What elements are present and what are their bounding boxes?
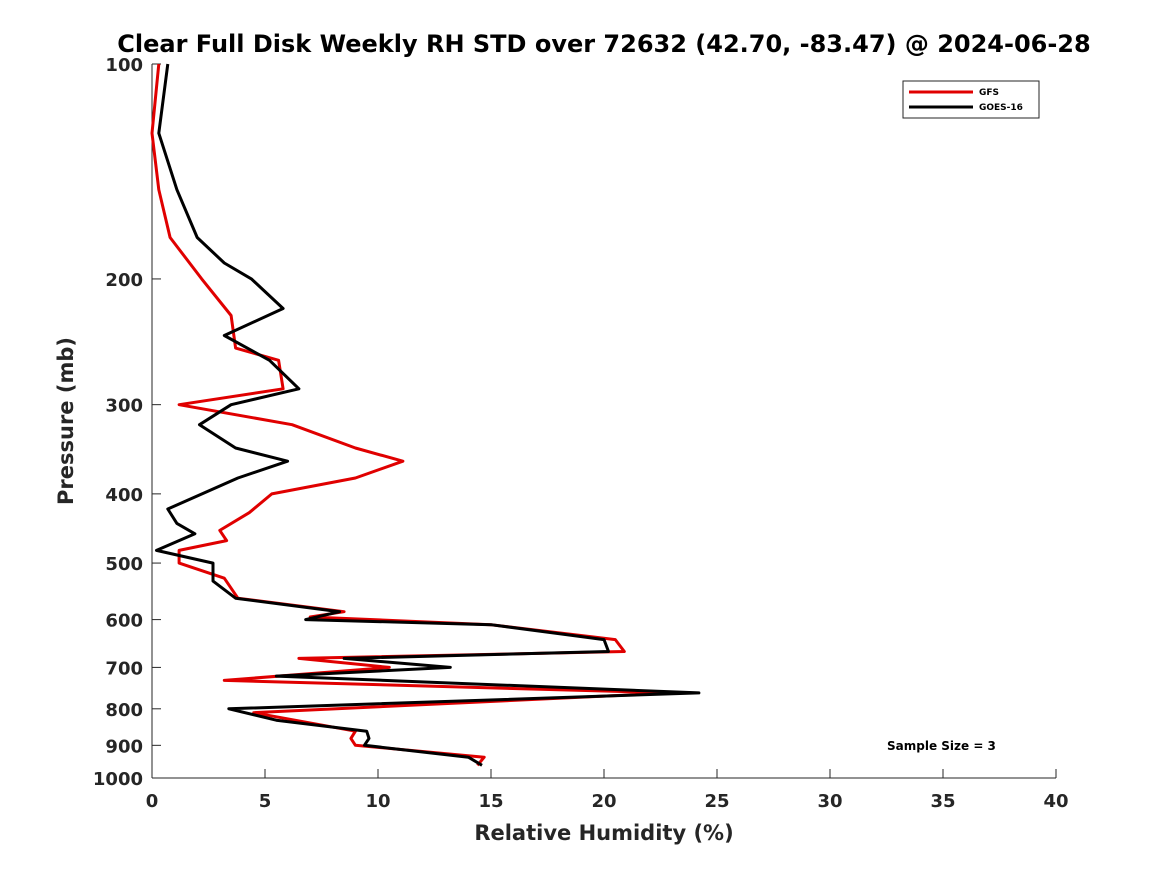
legend-box — [902, 80, 1040, 119]
plot-area: 0 5 10 15 20 25 30 35 40 100 200 300 400 500 600 700 80… — [93, 55, 1069, 812]
legend-label-gfs: GFS — [979, 88, 999, 98]
series-lines — [150, 63, 701, 767]
y-tick-label: 900 — [105, 736, 143, 757]
x-tick-label: 40 — [1043, 791, 1068, 812]
y-ticks: 100 200 300 400 500 600 700 800 900 1000 — [93, 55, 161, 790]
y-tick-label: 1000 — [93, 769, 143, 790]
y-tick-label: 500 — [105, 554, 143, 575]
x-tick-label: 35 — [930, 791, 955, 812]
y-tick-label: 600 — [105, 611, 143, 632]
legend-label-goes16: GOES-16 — [979, 103, 1023, 113]
y-tick-label: 700 — [105, 658, 143, 679]
y-tick-label: 400 — [105, 485, 143, 506]
x-tick-label: 30 — [817, 791, 842, 812]
x-tick-label: 5 — [259, 791, 272, 812]
legend: GFS GOES-16 — [902, 80, 1040, 119]
plot-frame — [152, 64, 1056, 778]
x-tick-label: 0 — [146, 791, 159, 812]
chart-title: Clear Full Disk Weekly RH STD over 72632… — [117, 30, 1090, 58]
x-tick-label: 25 — [704, 791, 729, 812]
y-tick-label: 200 — [105, 270, 143, 291]
y-tick-label: 100 — [105, 55, 143, 76]
x-tick-label: 20 — [591, 791, 616, 812]
x-axis-label: Relative Humidity (%) — [474, 821, 733, 845]
y-tick-label: 800 — [105, 700, 143, 721]
sample-size-annotation: Sample Size = 3 — [887, 739, 996, 753]
x-tick-label: 15 — [478, 791, 503, 812]
x-tick-label: 10 — [365, 791, 390, 812]
x-ticks: 0 5 10 15 20 25 30 35 40 — [146, 769, 1069, 812]
y-axis-label: Pressure (mb) — [54, 337, 78, 505]
y-tick-label: 300 — [105, 396, 143, 417]
series-line-goes16 — [155, 63, 701, 767]
